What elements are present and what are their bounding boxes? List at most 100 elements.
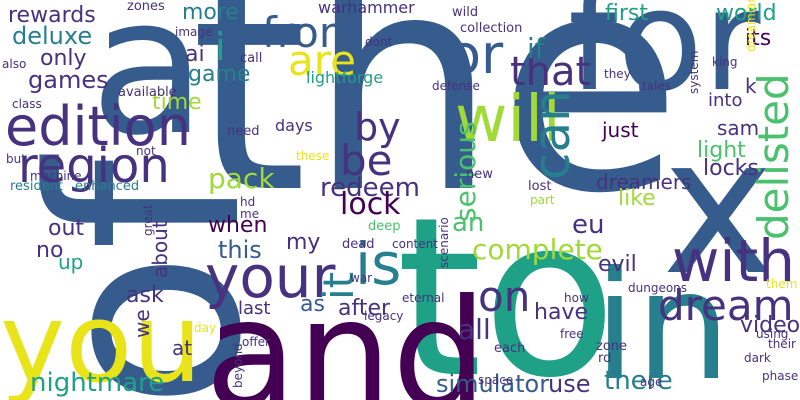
cloud-word: or <box>448 23 504 86</box>
cloud-word: available <box>118 85 177 100</box>
cloud-word: to <box>396 170 617 400</box>
cloud-word: the <box>190 0 683 259</box>
cloud-word: how <box>564 291 589 305</box>
cloud-word: redeem <box>320 173 420 203</box>
cloud-word: tales <box>642 79 672 93</box>
cloud-word: rewards <box>8 3 96 28</box>
cloud-word: age <box>640 375 663 389</box>
cloud-word: war <box>350 271 373 285</box>
cloud-word: nightmare <box>30 368 165 398</box>
cloud-word: when <box>208 213 268 238</box>
cloud-word: ai <box>185 42 205 67</box>
cloud-word: locks <box>703 156 759 181</box>
cloud-word: enhanced <box>75 179 140 194</box>
cloud-word: phase <box>762 369 799 383</box>
cloud-word: using <box>756 327 789 341</box>
cloud-word: edition <box>5 95 191 158</box>
cloud-word: is <box>355 230 402 298</box>
cloud-word: we <box>130 309 154 338</box>
cloud-word: machine <box>30 169 82 183</box>
cloud-word: as <box>300 292 325 317</box>
cloud-word: will <box>455 83 561 157</box>
cloud-word: out <box>48 216 85 241</box>
cloud-word: for <box>568 0 761 123</box>
cloud-word: on <box>478 272 531 321</box>
cloud-word: sam <box>717 116 760 140</box>
cloud-word: by <box>354 105 401 149</box>
cloud-word: from <box>262 8 360 57</box>
cloud-word: resident <box>10 179 64 194</box>
cloud-word: like <box>618 186 656 211</box>
cloud-word: after <box>338 296 391 321</box>
cloud-word: that <box>510 49 592 95</box>
cloud-word: video <box>740 313 800 338</box>
cloud-word: can <box>523 90 581 180</box>
cloud-word: up <box>58 250 84 274</box>
cloud-word: warhammer <box>318 0 415 17</box>
cloud-word: more <box>182 0 239 25</box>
cloud-word: this <box>218 236 262 264</box>
cloud-word: deep <box>368 219 401 234</box>
cloud-word: delisted <box>749 73 798 240</box>
cloud-word: a <box>90 0 207 177</box>
cloud-word: them <box>766 277 798 291</box>
cloud-word: deluxe <box>12 22 93 50</box>
cloud-word: legacy <box>364 309 404 323</box>
cloud-word: time <box>152 90 202 115</box>
cloud-word: region <box>18 138 170 194</box>
cloud-word: pack <box>208 162 275 195</box>
cloud-word: class <box>12 97 42 111</box>
cloud-word: hd <box>240 195 256 209</box>
cloud-word: dreamers <box>596 170 692 194</box>
cloud-word: dead <box>342 237 375 252</box>
cloud-word: dark <box>744 351 771 365</box>
cloud-word: lock <box>340 187 401 222</box>
cloud-word: into <box>708 90 743 111</box>
cloud-word: days <box>275 116 313 135</box>
cloud-word: dont <box>365 35 393 49</box>
cloud-word: be <box>340 136 393 185</box>
cloud-word: are <box>288 36 356 85</box>
cloud-word: space <box>478 373 514 387</box>
cloud-word: lost <box>528 179 552 194</box>
cloud-word: dream <box>658 281 794 330</box>
cloud-word: but <box>6 152 26 166</box>
cloud-word: eu <box>572 210 605 240</box>
cloud-word: there <box>604 366 673 396</box>
cloud-word: all <box>458 313 491 346</box>
cloud-word: its <box>745 26 772 51</box>
cloud-word: scenario <box>437 217 451 268</box>
cloud-word: their <box>768 337 796 351</box>
cloud-word: part <box>530 193 555 207</box>
cloud-word: evil <box>598 252 637 277</box>
cloud-word: day <box>194 321 217 335</box>
cloud-word: collection <box>460 21 523 36</box>
cloud-word: dreamland <box>744 0 758 52</box>
cloud-word: defense <box>432 79 480 93</box>
cloud-word: content <box>392 237 438 251</box>
cloud-word: have <box>534 300 588 325</box>
cloud-word: ask <box>126 283 164 308</box>
cloud-word: complete <box>472 233 603 266</box>
cloud-word: with <box>672 227 796 295</box>
cloud-word: me <box>240 207 260 221</box>
cloud-word: dungeons <box>628 281 688 295</box>
cloud-word: wild <box>452 5 479 20</box>
cloud-word: call <box>240 51 263 66</box>
cloud-word: free <box>560 327 584 341</box>
cloud-word: just <box>602 118 639 142</box>
cloud-word: game <box>188 62 251 87</box>
cloud-word: light <box>697 138 746 163</box>
cloud-word: and <box>205 268 488 400</box>
cloud-word: great <box>141 204 155 236</box>
cloud-word: world <box>716 1 777 26</box>
cloud-word: in <box>594 240 731 400</box>
cloud-word: image <box>175 25 213 39</box>
cloud-word: eternal <box>402 291 445 305</box>
cloud-word: simulator <box>436 370 550 398</box>
cloud-word: king <box>712 55 738 69</box>
cloud-word: if <box>527 32 545 65</box>
cloud-word: x <box>662 96 775 317</box>
cloud-word: zone <box>596 339 628 354</box>
